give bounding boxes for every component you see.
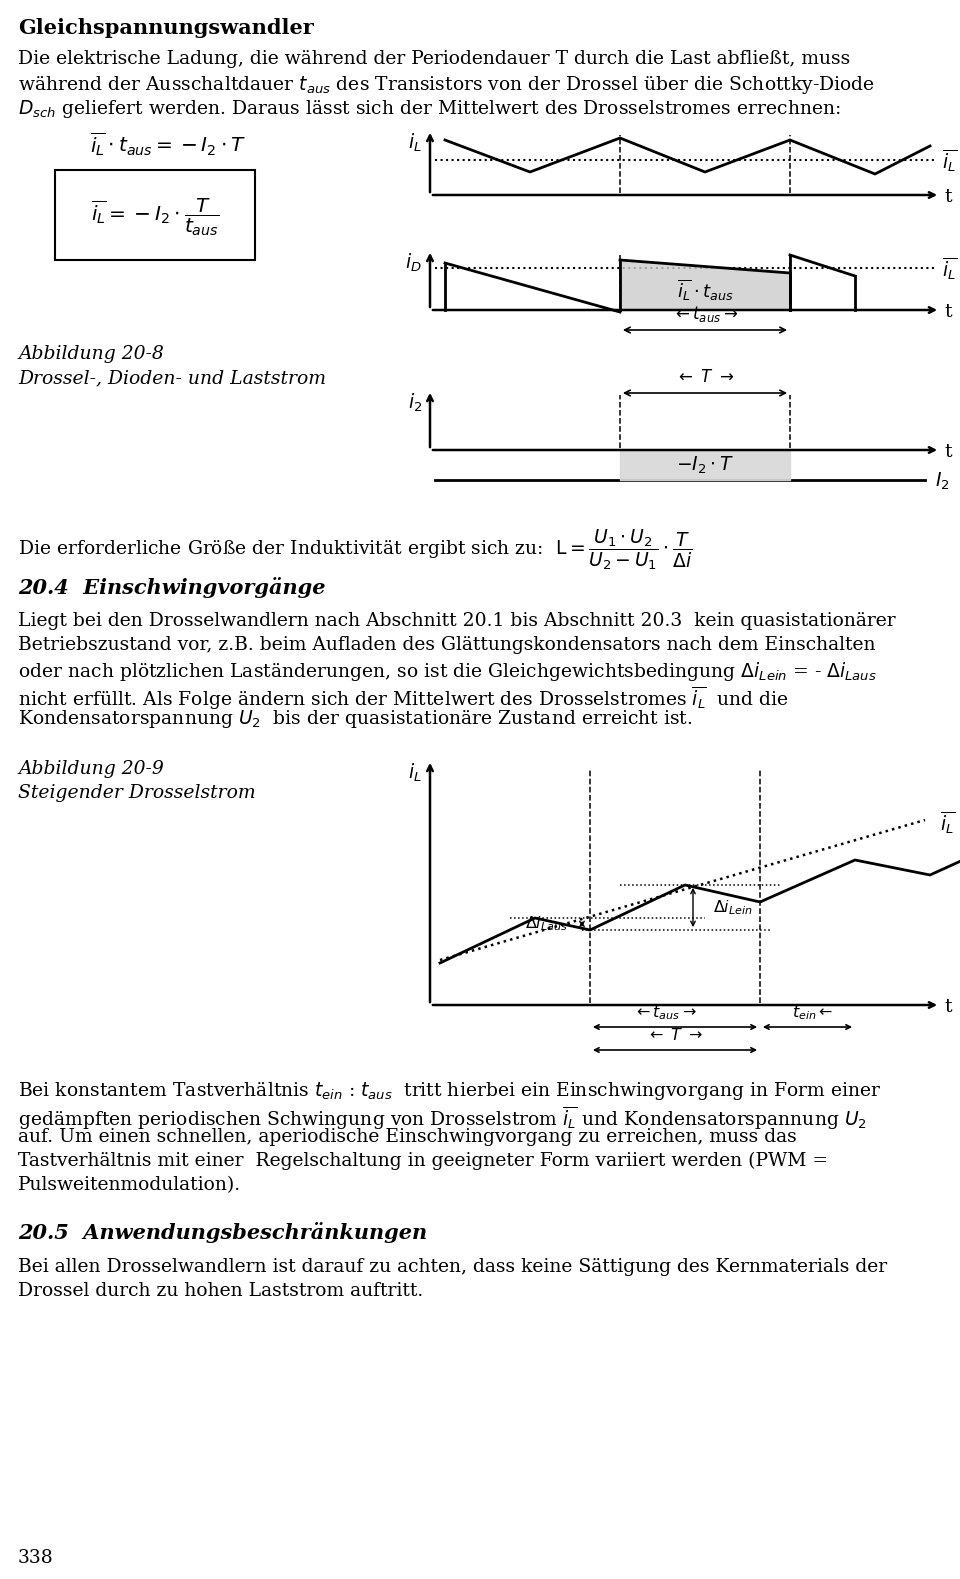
- Text: Die elektrische Ladung, die während der Periodendauer T durch die Last abfließt,: Die elektrische Ladung, die während der …: [18, 51, 851, 68]
- Text: nicht erfüllt. Als Folge ändern sich der Mittelwert des Drosselstromes $\overlin: nicht erfüllt. Als Folge ändern sich der…: [18, 684, 789, 712]
- Polygon shape: [620, 261, 790, 309]
- Text: Betriebszustand vor, z.B. beim Aufladen des Glättungskondensators nach dem Einsc: Betriebszustand vor, z.B. beim Aufladen …: [18, 636, 876, 654]
- Text: $t_{ein} \leftarrow$: $t_{ein} \leftarrow$: [792, 1003, 833, 1022]
- Text: Bei allen Drosselwandlern ist darauf zu achten, dass keine Sättigung des Kernmat: Bei allen Drosselwandlern ist darauf zu …: [18, 1258, 887, 1276]
- Text: Pulsweitenmodulation).: Pulsweitenmodulation).: [18, 1176, 241, 1194]
- Text: $i_2$: $i_2$: [408, 392, 422, 414]
- Text: $i_L$: $i_L$: [408, 763, 422, 785]
- Text: Kondensatorspannung $U_2$  bis der quasistationäre Zustand erreicht ist.: Kondensatorspannung $U_2$ bis der quasis…: [18, 707, 692, 729]
- Text: Tastverhältnis mit einer  Regelschaltung in geeigneter Form variiert werden (PWM: Tastverhältnis mit einer Regelschaltung …: [18, 1153, 828, 1170]
- Text: $i_L$: $i_L$: [408, 133, 422, 155]
- Text: Drossel-, Dioden- und Laststrom: Drossel-, Dioden- und Laststrom: [18, 369, 326, 387]
- Text: Abbildung 20-9: Abbildung 20-9: [18, 759, 164, 778]
- Text: Abbildung 20-8: Abbildung 20-8: [18, 344, 164, 363]
- Text: $\overline{i_L}$: $\overline{i_L}$: [942, 256, 957, 283]
- Text: oder nach plötzlichen Laständerungen, so ist die Gleichgewichtsbedingung $\Delta: oder nach plötzlichen Laständerungen, so…: [18, 660, 876, 684]
- Text: $\overline{i_L} = -I_2 \cdot \dfrac{T}{t_{aus}}$: $\overline{i_L} = -I_2 \cdot \dfrac{T}{t…: [91, 196, 219, 238]
- Text: $D_{sch}$ geliefert werden. Daraus lässt sich der Mittelwert des Drosselstromes : $D_{sch}$ geliefert werden. Daraus lässt…: [18, 98, 841, 120]
- Text: Die erforderliche Größe der Induktivität ergibt sich zu:  $\mathrm{L} = \dfrac{U: Die erforderliche Größe der Induktivität…: [18, 527, 692, 573]
- Text: Bei konstantem Tastverhältnis $t_{ein}$ : $t_{aus}$  tritt hierbei ein Einschwin: Bei konstantem Tastverhältnis $t_{ein}$ …: [18, 1080, 881, 1102]
- Text: t: t: [944, 998, 951, 1015]
- Text: $\leftarrow\ T\ \rightarrow$: $\leftarrow\ T\ \rightarrow$: [675, 369, 734, 385]
- Text: $\overline{i_L} \cdot t_{aus}$: $\overline{i_L} \cdot t_{aus}$: [677, 278, 733, 303]
- Text: 20.5  Anwendungsbeschränkungen: 20.5 Anwendungsbeschränkungen: [18, 1222, 427, 1243]
- Text: $\leftarrow t_{aus} \rightarrow$: $\leftarrow t_{aus} \rightarrow$: [672, 305, 738, 324]
- Text: $\Delta i_{Laus}$: $\Delta i_{Laus}$: [525, 914, 568, 933]
- Text: t: t: [944, 303, 951, 321]
- Text: Gleichspannungswandler: Gleichspannungswandler: [18, 17, 314, 38]
- Text: 338: 338: [18, 1549, 54, 1566]
- Text: $I_2$: $I_2$: [935, 471, 949, 491]
- Text: $\leftarrow t_{aus} \rightarrow$: $\leftarrow t_{aus} \rightarrow$: [633, 1003, 697, 1022]
- Text: auf. Um einen schnellen, aperiodische Einschwingvorgang zu erreichen, muss das: auf. Um einen schnellen, aperiodische Ei…: [18, 1127, 797, 1146]
- Text: 20.4  Einschwingvorgänge: 20.4 Einschwingvorgänge: [18, 576, 325, 598]
- Text: Drossel durch zu hohen Laststrom auftritt.: Drossel durch zu hohen Laststrom auftrit…: [18, 1282, 423, 1300]
- Bar: [55, 171, 255, 261]
- Text: t: t: [944, 188, 951, 205]
- Text: $\leftarrow\ T\ \rightarrow$: $\leftarrow\ T\ \rightarrow$: [646, 1026, 704, 1044]
- Text: während der Ausschaltdauer $t_{aus}$ des Transistors von der Drossel über die Sc: während der Ausschaltdauer $t_{aus}$ des…: [18, 74, 876, 96]
- Text: $i_D$: $i_D$: [405, 253, 422, 275]
- Text: $\overline{i_L}$: $\overline{i_L}$: [940, 810, 955, 835]
- Text: $\overline{i_L} \cdot t_{aus} = -I_2 \cdot T$: $\overline{i_L} \cdot t_{aus} = -I_2 \cd…: [90, 129, 247, 158]
- Text: t: t: [944, 444, 951, 461]
- Text: gedämpften periodischen Schwingung von Drosselstrom $\overline{i_L}$ und Kondens: gedämpften periodischen Schwingung von D…: [18, 1104, 867, 1132]
- Text: Steigender Drosselstrom: Steigender Drosselstrom: [18, 785, 255, 802]
- Text: $\Delta i_{Lein}$: $\Delta i_{Lein}$: [713, 898, 753, 917]
- Text: Liegt bei den Drosselwandlern nach Abschnitt 20.1 bis Abschnitt 20.3  kein quasi: Liegt bei den Drosselwandlern nach Absch…: [18, 613, 896, 630]
- Text: $-I_2 \cdot T$: $-I_2 \cdot T$: [676, 455, 734, 475]
- Text: $\overline{i_L}$: $\overline{i_L}$: [942, 148, 957, 174]
